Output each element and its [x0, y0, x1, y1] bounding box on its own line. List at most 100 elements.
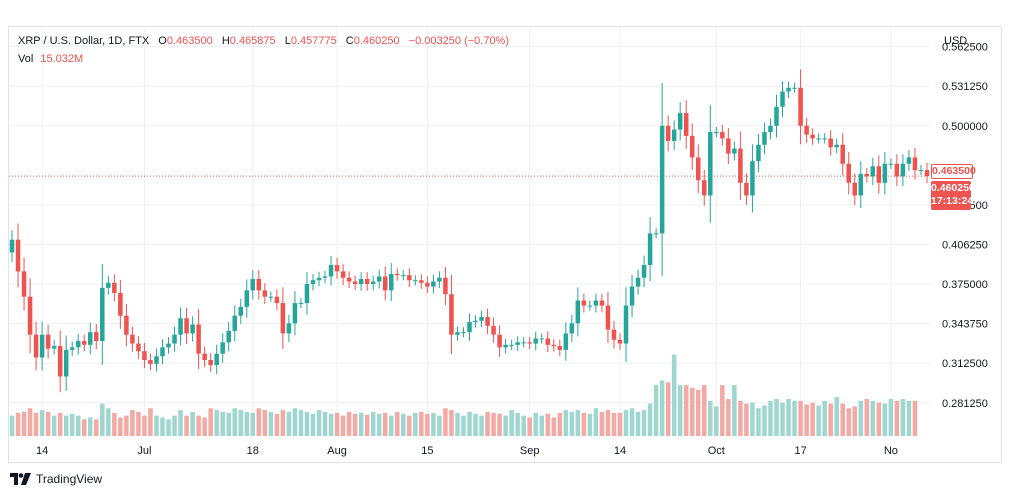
candle-body	[738, 148, 743, 183]
volume-bar	[15, 412, 21, 436]
candle-body	[786, 87, 791, 92]
candle	[226, 321, 231, 352]
candle-body	[870, 166, 876, 177]
volume-bar	[503, 415, 508, 436]
volume-bar	[858, 400, 864, 436]
candle-body	[33, 334, 39, 358]
candle-body	[569, 323, 575, 334]
candle-body	[605, 305, 611, 330]
volume-bar	[148, 408, 153, 436]
candle	[256, 269, 262, 300]
tradingview-logo-icon	[10, 473, 31, 485]
candle-body	[810, 134, 815, 139]
time-axis[interactable]: 14 Jul 18 Aug 15 Sep 14 Oct 17 No	[36, 445, 898, 457]
candle-body	[858, 173, 864, 196]
candle	[220, 333, 225, 363]
candle	[563, 322, 569, 361]
volume-bar	[27, 408, 33, 436]
candle	[677, 102, 683, 141]
volume-bar	[702, 385, 707, 436]
time-tick-label: 15	[421, 445, 433, 457]
candle-body	[864, 173, 870, 177]
volume-bar	[316, 410, 322, 436]
volume-bar	[617, 412, 623, 436]
candle	[792, 82, 797, 93]
candle	[593, 293, 599, 313]
candle	[467, 313, 472, 341]
ohlc-legend: XRP / U.S. Dollar, 1D, FTX O0.463500 H0.…	[18, 35, 515, 47]
time-tick-label: 14	[36, 445, 48, 457]
candle	[250, 269, 256, 300]
candle	[124, 303, 129, 347]
price-tick-label: 0.406250	[942, 239, 988, 251]
candle	[172, 326, 177, 352]
candle	[720, 124, 725, 146]
volume-bar	[888, 399, 894, 436]
candle-body	[88, 332, 93, 345]
candle-body	[202, 353, 207, 361]
candle-body	[882, 163, 888, 183]
candle-body	[118, 292, 123, 316]
volume-bar	[166, 419, 171, 436]
volume-bar	[912, 400, 918, 436]
candle	[726, 128, 731, 165]
volume-bar	[244, 411, 250, 436]
candle-body	[130, 334, 135, 344]
candle-body	[894, 163, 900, 177]
candle	[599, 293, 605, 313]
candle-body	[51, 346, 57, 349]
candle	[689, 123, 695, 171]
high-label: H	[221, 35, 230, 47]
volume-bar	[184, 415, 189, 436]
candle	[557, 339, 563, 357]
volume-bar	[641, 410, 647, 436]
volume-bar	[142, 415, 147, 436]
candle-body	[196, 324, 201, 354]
price-tick-label: 0.343750	[942, 319, 988, 331]
candle-body	[635, 277, 641, 287]
open-price-tag: 0.463500	[931, 164, 976, 179]
candle-body	[683, 113, 689, 136]
volume-bar	[328, 413, 334, 436]
volume-bar	[94, 419, 99, 436]
candle	[635, 269, 641, 295]
candle-body	[388, 273, 394, 291]
volume-bar	[629, 408, 635, 436]
volume-bar	[906, 400, 912, 436]
chart-frame[interactable]	[8, 26, 1002, 463]
candle-body	[190, 324, 195, 334]
volume-bar	[623, 410, 629, 436]
tradingview-brand[interactable]: TradingView	[10, 472, 102, 486]
volume-bar	[822, 400, 827, 436]
volume-bar	[274, 413, 280, 436]
candle-body	[774, 106, 779, 126]
volume-bar	[51, 415, 57, 436]
candle-body	[659, 125, 665, 234]
candle-body	[142, 351, 147, 361]
candle-body	[822, 138, 827, 140]
volume-bar	[653, 385, 659, 436]
candle	[750, 144, 755, 213]
candle-body	[732, 148, 737, 154]
candle-body	[695, 157, 701, 181]
volume-bar	[443, 408, 448, 436]
candle	[388, 263, 394, 302]
candle-body	[726, 138, 731, 154]
candle	[148, 353, 153, 371]
volume-bar	[599, 411, 605, 436]
candle	[33, 321, 39, 371]
candle	[238, 298, 244, 324]
candle-body	[178, 318, 183, 335]
volume-bar	[262, 410, 268, 436]
volume-value: 15.032M	[40, 53, 84, 65]
volume-bar	[419, 411, 424, 436]
volume-bar	[840, 403, 845, 436]
candle	[178, 307, 183, 346]
candle	[431, 274, 436, 294]
candle	[906, 150, 912, 172]
candle	[274, 289, 280, 311]
candle-body	[720, 132, 725, 139]
price-axis[interactable]: USD0.5625000.5312500.5000000.4375000.406…	[942, 35, 988, 410]
candle	[828, 130, 833, 156]
